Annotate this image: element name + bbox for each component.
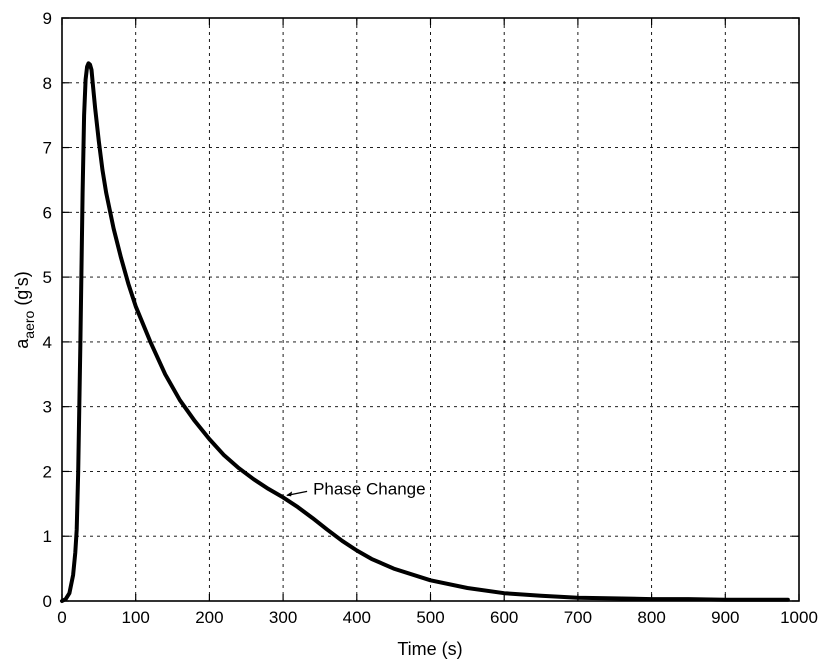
series-layer bbox=[60, 61, 790, 603]
y-axis-label-subscript: aero bbox=[21, 310, 37, 338]
series-line bbox=[60, 61, 790, 603]
ticks: 0 100 200 300 400 500 600 700 800 900 1000 0 1 2 3 4 5 6 7… bbox=[43, 9, 818, 627]
grid bbox=[62, 18, 799, 601]
y-tick-label: 7 bbox=[43, 139, 52, 158]
y-tick-label: 6 bbox=[43, 203, 52, 222]
annotation-layer: Phase Change bbox=[286, 479, 426, 498]
x-tick-label: 300 bbox=[269, 608, 297, 627]
annotation-arrowhead bbox=[286, 491, 293, 497]
annotation: Phase Change bbox=[286, 479, 426, 498]
annotation-label: Phase Change bbox=[313, 479, 425, 498]
y-tick-label: 8 bbox=[43, 74, 52, 93]
x-tick-label: 900 bbox=[711, 608, 739, 627]
y-axis-label-suffix: (g's) bbox=[12, 271, 32, 310]
y-tick-label: 9 bbox=[43, 9, 52, 28]
x-tick-label: 200 bbox=[195, 608, 223, 627]
y-tick-label: 0 bbox=[43, 592, 52, 611]
x-axis-label: Time (s) bbox=[397, 639, 462, 659]
x-tick-label: 500 bbox=[416, 608, 444, 627]
y-tick-label: 1 bbox=[43, 527, 52, 546]
y-axis-label-base: a bbox=[12, 338, 32, 349]
x-tick-label: 400 bbox=[343, 608, 371, 627]
x-tick-label: 800 bbox=[637, 608, 665, 627]
x-tick-label: 600 bbox=[490, 608, 518, 627]
y-tick-label: 4 bbox=[43, 333, 52, 352]
y-tick-label: 3 bbox=[43, 398, 52, 417]
x-tick-label: 1000 bbox=[780, 608, 818, 627]
x-tick-label: 700 bbox=[564, 608, 592, 627]
y-tick-label: 5 bbox=[43, 268, 52, 287]
y-axis-label: aaero (g's) bbox=[12, 271, 37, 348]
x-tick-label: 0 bbox=[57, 608, 66, 627]
y-tick-label: 2 bbox=[43, 462, 52, 481]
plot-area-frame bbox=[61, 17, 800, 602]
x-tick-label: 100 bbox=[122, 608, 150, 627]
